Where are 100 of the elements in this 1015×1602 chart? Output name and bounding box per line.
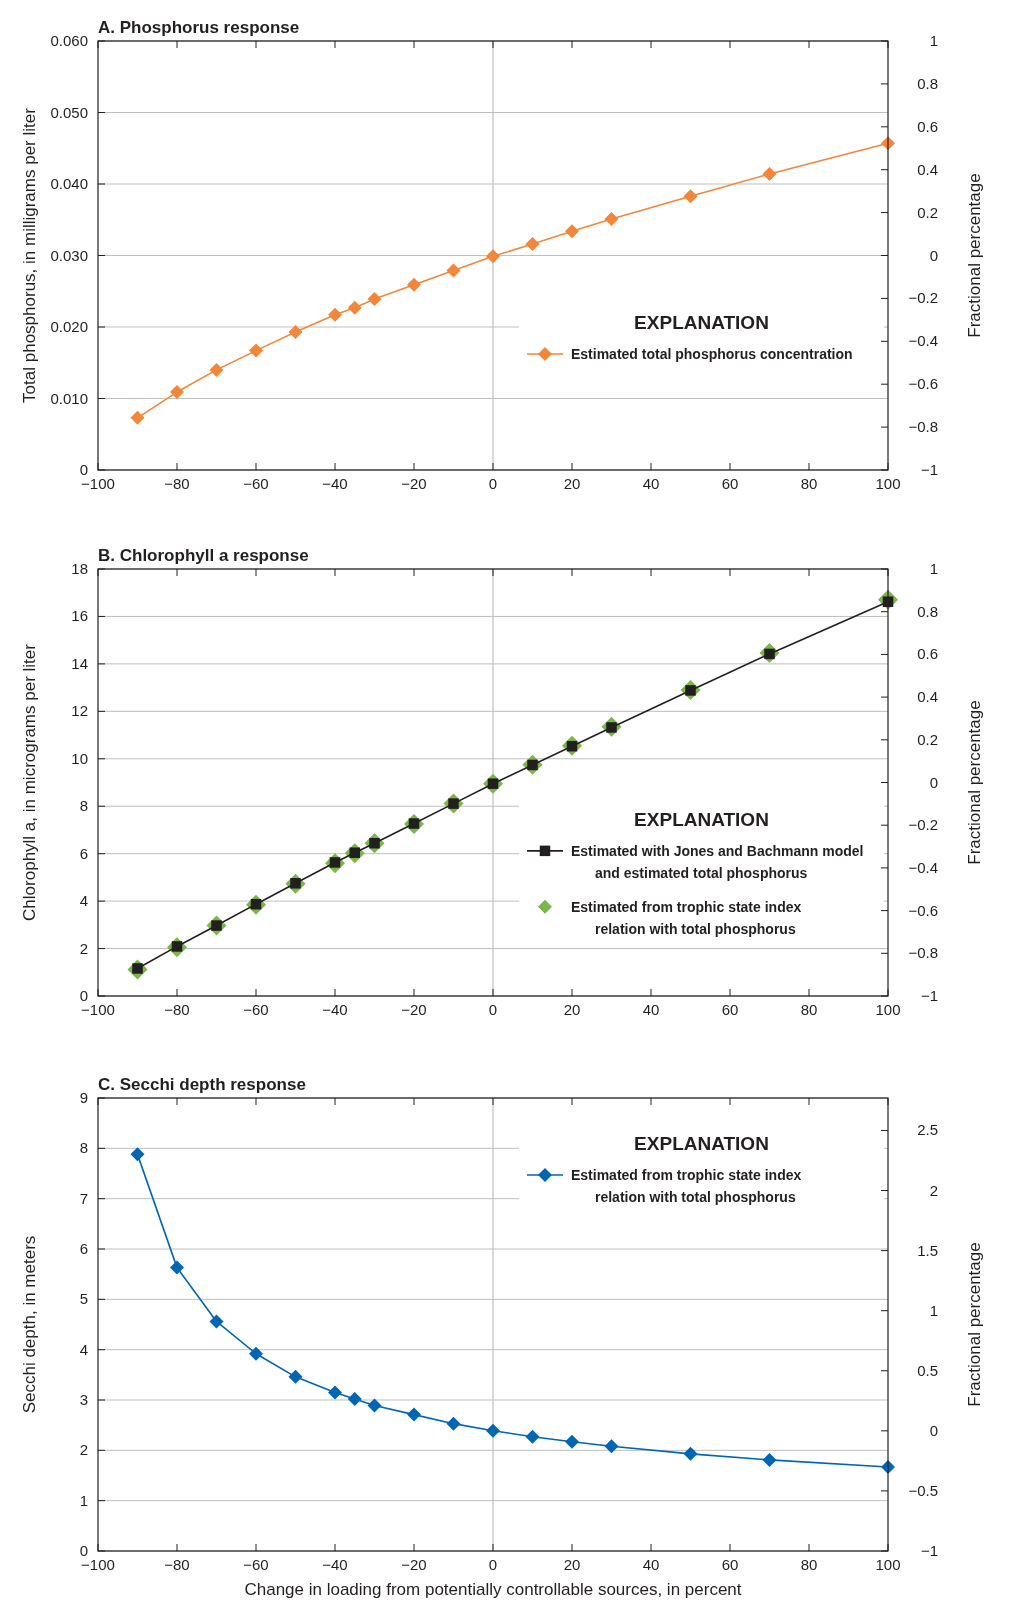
legend-title: EXPLANATION	[634, 1133, 769, 1154]
point	[604, 1439, 619, 1454]
y2-tick-label: 0.4	[917, 160, 938, 178]
x-tick-label: 0	[488, 1001, 498, 1018]
point	[328, 1385, 342, 1400]
y2-tick-label: 0.6	[917, 645, 938, 663]
y-tick-label: 2	[79, 1441, 88, 1459]
chart-title: A. Phosphorus response	[98, 18, 300, 37]
y-tick-label: 16	[71, 607, 88, 625]
point	[249, 1346, 263, 1361]
point	[288, 1369, 303, 1384]
y2-tick-label: 0.8	[917, 602, 938, 620]
point	[249, 343, 263, 358]
point	[367, 292, 382, 307]
y2-tick-label: 0.2	[917, 203, 938, 221]
y2-tick-label: 0.8	[917, 74, 938, 92]
y-tick-label: 0.010	[50, 389, 88, 407]
x-tick-label: 40	[642, 1001, 660, 1018]
legend-label: Estimated with Jones and Bachmann model and estimated total phosphorus	[571, 842, 864, 881]
x-tick-label: 40	[642, 1556, 660, 1573]
y-tick-label: 2	[79, 939, 88, 957]
point	[130, 410, 145, 425]
legend-label: Estimated total phosphorus concentration	[571, 345, 853, 362]
x-tick-label: 40	[642, 475, 660, 492]
x-tick-label: −40	[322, 475, 348, 492]
y2-tick-label: 0	[929, 1421, 938, 1439]
x-tick-label: 60	[721, 1001, 739, 1018]
y-tick-label: 6	[79, 1240, 88, 1257]
point	[170, 385, 184, 400]
y2-axis-title: Fractional percentage	[965, 700, 984, 865]
x-tick-label: −100	[81, 1001, 115, 1018]
y2-tick-label: 1	[929, 1301, 938, 1319]
x-tick-label: −80	[164, 1556, 190, 1573]
y-tick-label: 9	[79, 1089, 88, 1106]
x-tick-label: −60	[243, 1556, 269, 1573]
point	[328, 307, 342, 322]
legend-label: Estimated from trophic state index relation with total phosphorus	[571, 898, 802, 937]
x-tick-label: 20	[563, 1001, 581, 1018]
point	[209, 362, 224, 377]
y-tick-label: 0.020	[50, 318, 88, 335]
y-tick-label: 6	[79, 844, 88, 862]
point	[525, 1429, 540, 1444]
point	[367, 1398, 382, 1413]
y-tick-label: 0.050	[50, 103, 88, 121]
y2-tick-label: 0.5	[917, 1361, 938, 1379]
y2-tick-label: −1	[920, 987, 938, 1004]
x-tick-label: −20	[401, 1001, 427, 1018]
point	[407, 1407, 421, 1422]
y2-tick-label: 0	[929, 246, 938, 264]
legend-label: Estimated from trophic state index relation with total phosphorus	[571, 1167, 802, 1205]
y2-tick-label: −0.4	[908, 858, 938, 876]
legend-title: EXPLANATION	[634, 808, 769, 830]
y2-tick-label: −1	[920, 1542, 938, 1559]
y-tick-label: 0	[79, 461, 88, 478]
x-tick-label: 60	[721, 1556, 739, 1573]
x-tick-label: −80	[164, 475, 190, 492]
y-tick-label: 0	[79, 1542, 88, 1559]
x-tick-label: −100	[81, 475, 115, 492]
y2-tick-label: −0.8	[908, 418, 938, 436]
point	[762, 166, 777, 181]
y2-tick-label: 0	[929, 773, 938, 791]
x-tick-label: 0	[488, 475, 498, 492]
x-tick-label: 80	[800, 475, 818, 492]
y2-tick-label: 1.5	[917, 1241, 938, 1259]
point	[446, 1416, 461, 1431]
point	[762, 1452, 777, 1467]
y2-tick-label: −0.6	[908, 901, 938, 919]
point	[525, 237, 540, 252]
point	[486, 249, 500, 264]
y2-tick-label: −0.5	[908, 1481, 938, 1499]
y-tick-label: 4	[79, 892, 88, 910]
x-tick-label: 20	[563, 1556, 581, 1573]
y-axis-title: Total phosphorus, in milligrams per liter	[20, 107, 39, 403]
x-tick-label: −40	[322, 1001, 348, 1018]
y2-tick-label: 0.2	[917, 730, 938, 748]
point	[288, 325, 303, 339]
x-tick-label: −100	[81, 1556, 115, 1573]
point	[130, 1147, 145, 1162]
chart-title: C. Secchi depth response	[98, 1075, 306, 1094]
y2-tick-label: 2	[929, 1181, 938, 1199]
point	[683, 189, 698, 204]
y2-tick-label: 1	[929, 560, 938, 577]
point	[565, 1434, 579, 1449]
y2-tick-label: 0.6	[917, 117, 938, 135]
x-tick-label: −20	[401, 1556, 427, 1573]
x-tick-label: 80	[800, 1556, 818, 1573]
y2-tick-label: 2.5	[917, 1121, 938, 1139]
y-tick-label: 0.030	[50, 246, 88, 264]
x-axis-title: Change in loading from potentially controllable sources, in percent	[244, 1580, 742, 1599]
chart-title: B. Chlorophyll a response	[98, 546, 309, 565]
y-tick-label: 0.060	[50, 32, 88, 49]
y2-tick-label: −0.4	[908, 332, 938, 350]
y-tick-label: 7	[79, 1189, 88, 1207]
y-tick-label: 12	[71, 702, 88, 720]
point	[683, 1446, 698, 1461]
point	[347, 1391, 362, 1406]
y2-axis-title: Fractional percentage	[965, 1242, 984, 1407]
point	[565, 224, 579, 239]
y2-axis-title: Fractional percentage	[965, 173, 984, 338]
x-tick-label: 20	[563, 475, 581, 492]
